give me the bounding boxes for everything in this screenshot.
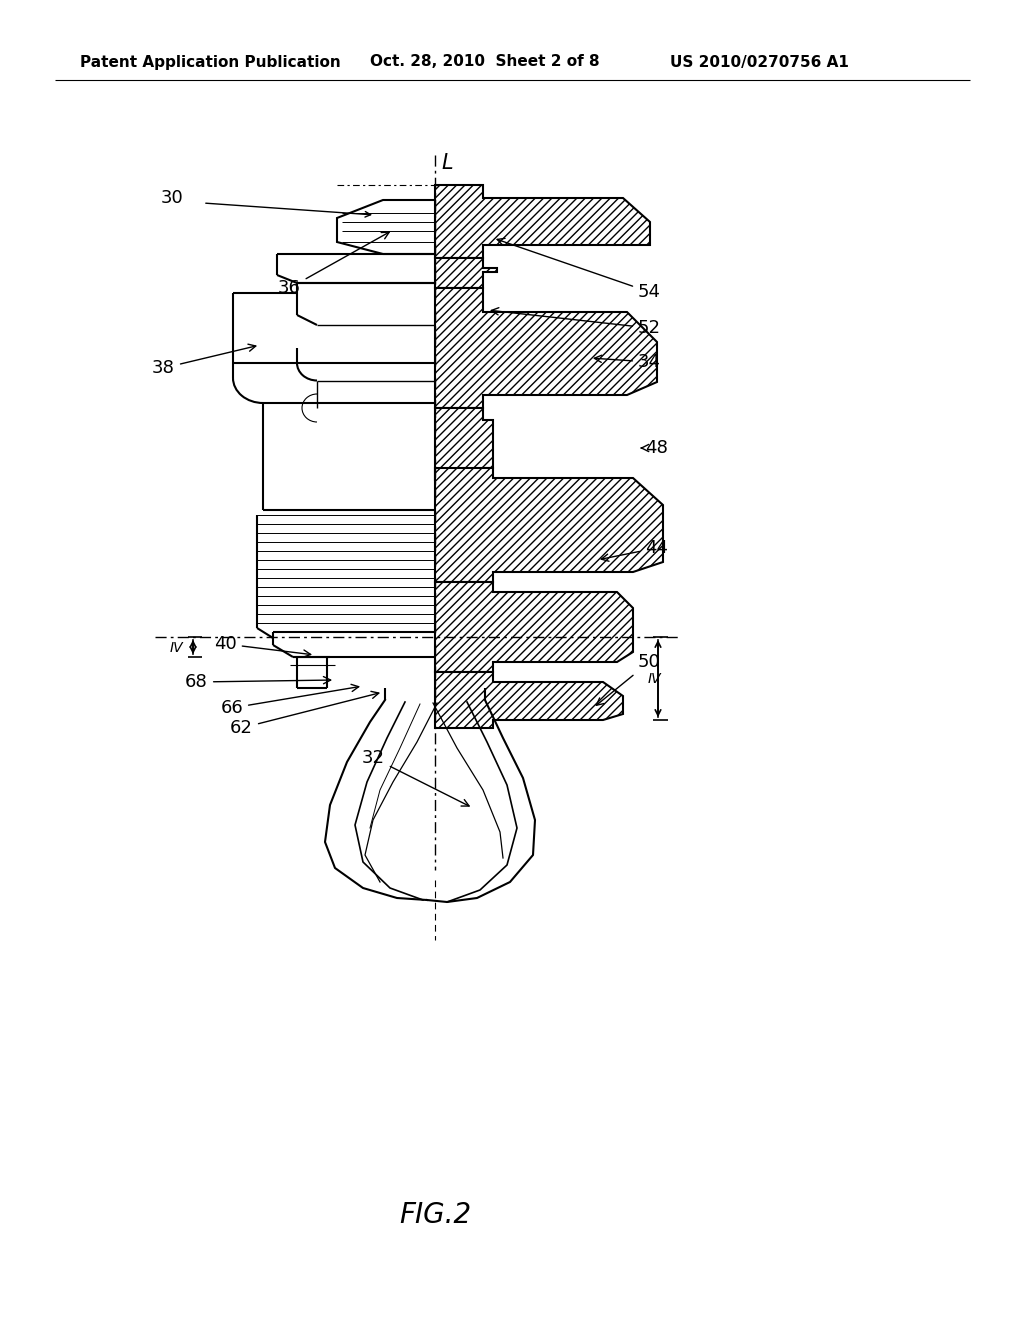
Text: 54: 54 [497, 239, 662, 301]
Text: IV: IV [648, 672, 662, 686]
Text: Oct. 28, 2010  Sheet 2 of 8: Oct. 28, 2010 Sheet 2 of 8 [370, 54, 600, 70]
Text: 44: 44 [601, 539, 668, 561]
Polygon shape [435, 288, 657, 408]
Polygon shape [435, 469, 663, 582]
Polygon shape [435, 257, 497, 288]
Text: 68: 68 [185, 673, 331, 690]
Text: Patent Application Publication: Patent Application Publication [80, 54, 341, 70]
Text: 38: 38 [153, 345, 256, 378]
Text: L: L [441, 153, 453, 173]
Text: 66: 66 [220, 684, 358, 717]
Text: 34: 34 [594, 352, 662, 371]
Polygon shape [435, 408, 493, 480]
Polygon shape [435, 185, 650, 257]
Text: IV: IV [169, 642, 183, 655]
Polygon shape [337, 201, 435, 253]
Text: 48: 48 [641, 440, 668, 457]
Polygon shape [435, 582, 633, 672]
Text: 36: 36 [278, 232, 389, 297]
Text: 52: 52 [492, 308, 662, 337]
Text: FIG.2: FIG.2 [399, 1201, 471, 1229]
Text: 32: 32 [362, 748, 469, 807]
Text: 30: 30 [160, 189, 183, 207]
Text: 40: 40 [214, 635, 310, 657]
Text: 62: 62 [230, 692, 379, 737]
Text: US 2010/0270756 A1: US 2010/0270756 A1 [670, 54, 849, 70]
Text: 50: 50 [596, 653, 660, 705]
Polygon shape [435, 672, 623, 729]
